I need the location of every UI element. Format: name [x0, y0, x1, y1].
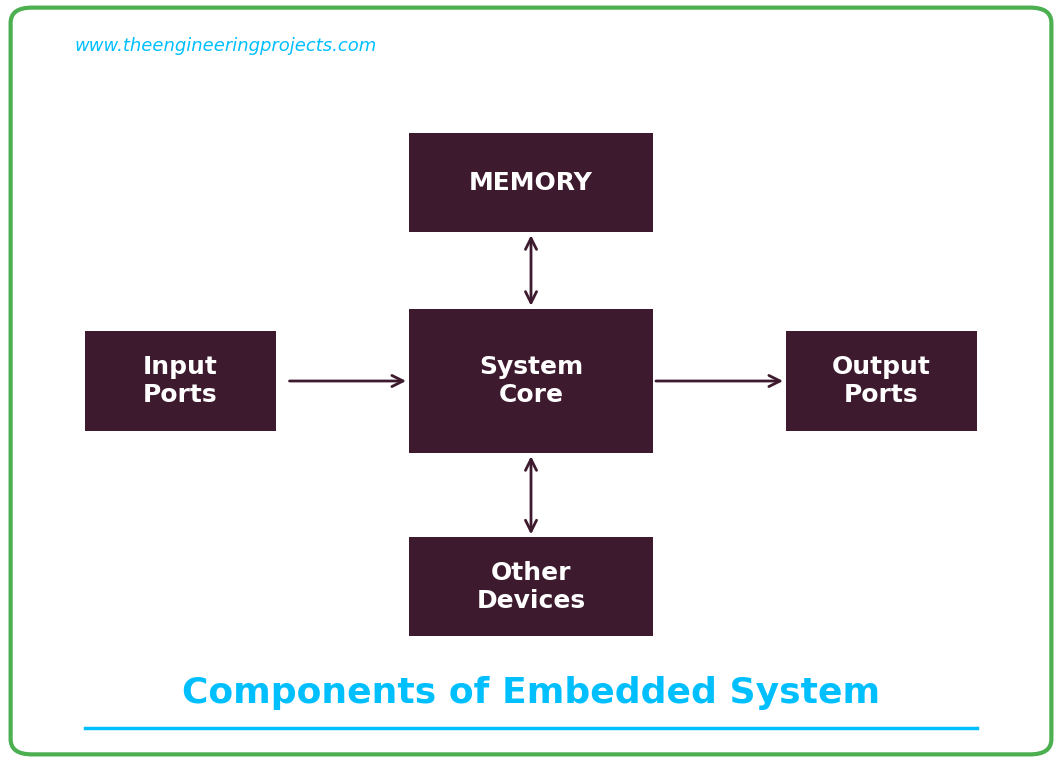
- Text: Output
Ports: Output Ports: [832, 355, 931, 407]
- FancyBboxPatch shape: [409, 309, 653, 453]
- Text: Components of Embedded System: Components of Embedded System: [182, 677, 880, 710]
- FancyBboxPatch shape: [85, 331, 276, 431]
- Text: www.theengineeringprojects.com: www.theengineeringprojects.com: [74, 37, 377, 55]
- Text: Other
Devices: Other Devices: [477, 561, 585, 613]
- Text: MEMORY: MEMORY: [469, 171, 593, 195]
- FancyBboxPatch shape: [409, 537, 653, 636]
- FancyBboxPatch shape: [409, 133, 653, 232]
- Text: Input
Ports: Input Ports: [143, 355, 218, 407]
- Text: System
Core: System Core: [479, 355, 583, 407]
- FancyBboxPatch shape: [11, 8, 1051, 754]
- FancyBboxPatch shape: [786, 331, 977, 431]
